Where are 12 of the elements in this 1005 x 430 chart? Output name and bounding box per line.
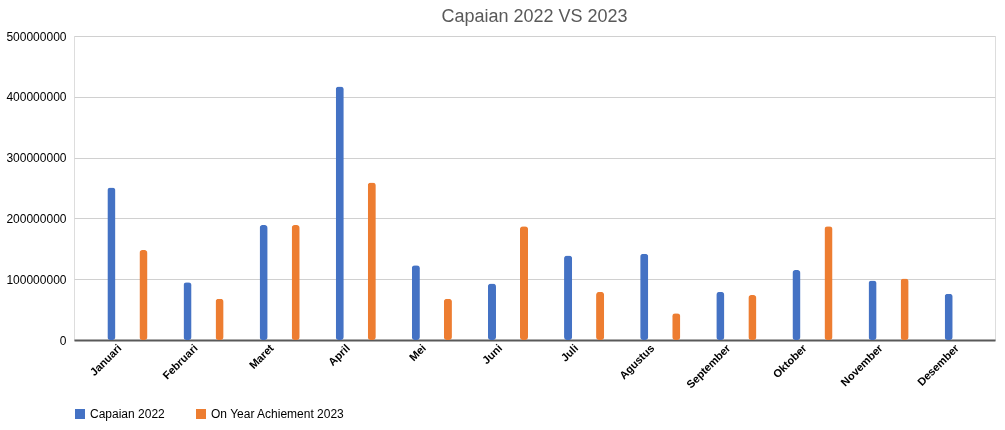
x-tick-label: Juli <box>558 341 581 364</box>
y-tick-label: 100000000 <box>6 272 67 287</box>
y-tick-label: 500000000 <box>6 29 67 44</box>
y-tick-label: 300000000 <box>6 151 67 166</box>
y-tick-label: 0 <box>59 333 67 348</box>
x-tick-label: Mei <box>406 341 429 364</box>
y-tick-label: 200000000 <box>6 211 67 226</box>
y-tick-label: 400000000 <box>6 90 67 105</box>
legend-label: Capaian 2022 <box>90 407 166 421</box>
chart-title: Capaian 2022 VS 2023 <box>441 6 628 26</box>
bar <box>519 226 529 340</box>
legend-label: On Year Achiement 2023 <box>211 407 345 421</box>
